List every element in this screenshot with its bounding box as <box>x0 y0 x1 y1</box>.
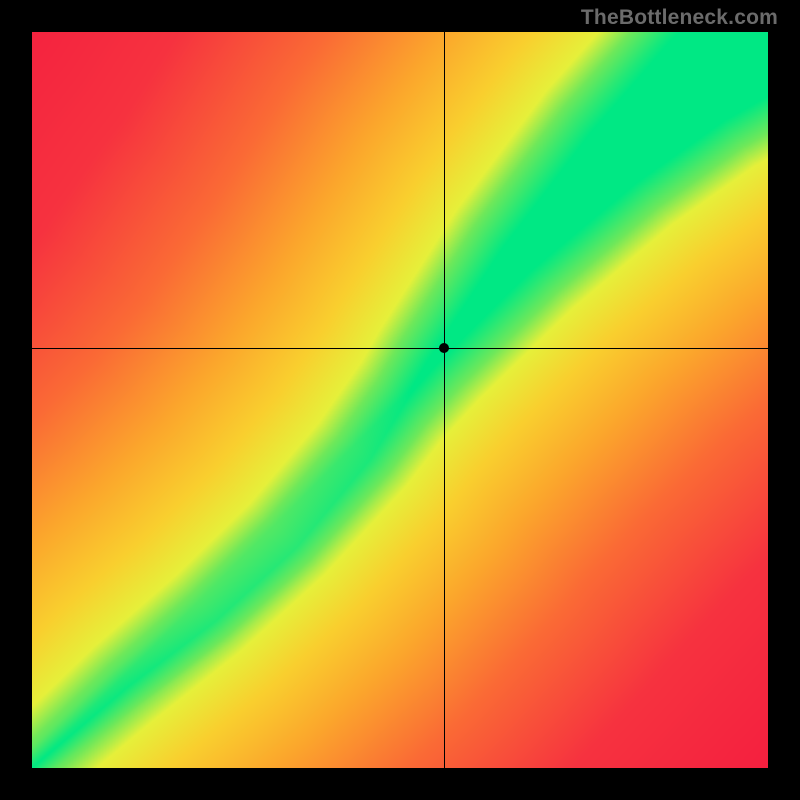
watermark-label: TheBottleneck.com <box>581 6 778 30</box>
heatmap-canvas <box>32 32 768 768</box>
heatmap-plot <box>32 32 768 768</box>
chart-frame: TheBottleneck.com <box>0 0 800 800</box>
